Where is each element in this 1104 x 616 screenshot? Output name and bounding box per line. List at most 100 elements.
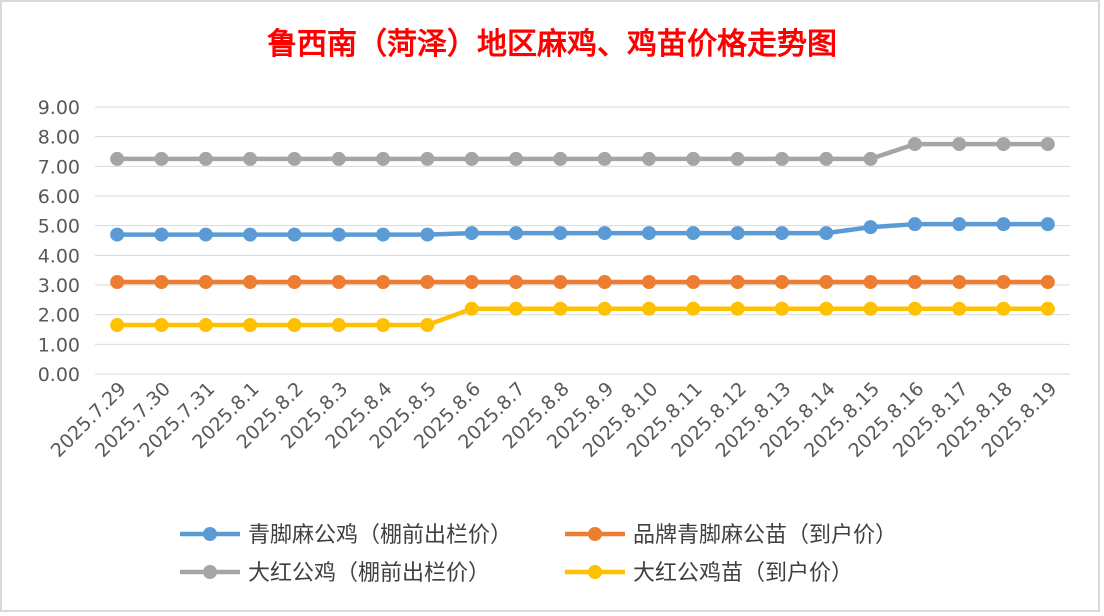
legend-label: 大红公鸡苗（到户价）	[633, 561, 853, 586]
data-point	[686, 226, 701, 241]
data-point	[819, 226, 834, 241]
legend-swatch-marker	[588, 527, 602, 541]
data-point	[730, 301, 745, 316]
data-point	[509, 226, 524, 241]
y-tick-label: 0.00	[38, 364, 80, 386]
data-point	[287, 275, 302, 290]
data-point	[1040, 217, 1055, 232]
data-point	[243, 275, 258, 290]
data-point	[198, 227, 213, 242]
data-point	[730, 151, 745, 166]
legend: 青脚麻公鸡（棚前出栏价） 品牌青脚麻公苗（到户价） 大红公鸡（棚前出栏价） 大红公鸡苗…	[180, 523, 897, 586]
data-point	[774, 275, 789, 290]
legend-label: 大红公鸡（棚前出栏价）	[248, 561, 490, 586]
data-point	[331, 227, 346, 242]
data-point	[110, 227, 125, 242]
data-point	[464, 151, 479, 166]
series-lines	[110, 137, 1055, 333]
data-point	[907, 275, 922, 290]
data-point	[198, 318, 213, 333]
data-point	[730, 275, 745, 290]
data-point	[863, 301, 878, 316]
data-point	[287, 318, 302, 333]
data-point	[907, 137, 922, 152]
data-point	[464, 301, 479, 316]
y-tick-label: 6.00	[38, 186, 80, 208]
data-point	[376, 227, 391, 242]
y-tick-label: 4.00	[38, 245, 80, 267]
legend-label: 青脚麻公鸡（棚前出栏价）	[248, 523, 512, 548]
data-point	[110, 151, 125, 166]
data-point	[553, 151, 568, 166]
data-point	[686, 301, 701, 316]
y-tick-label: 1.00	[38, 334, 80, 356]
data-point	[686, 151, 701, 166]
data-point	[110, 275, 125, 290]
y-tick-label: 9.00	[38, 97, 80, 119]
data-point	[597, 151, 612, 166]
x-axis-ticks: 2025.7.292025.7.302025.7.312025.8.12025.…	[47, 378, 1062, 462]
data-point	[907, 301, 922, 316]
data-point	[154, 151, 169, 166]
chart-title: 鲁西南（菏泽）地区麻鸡、鸡苗价格走势图	[267, 27, 837, 62]
legend-swatch-marker	[203, 527, 217, 541]
data-point	[154, 275, 169, 290]
data-point	[996, 275, 1011, 290]
data-point	[1040, 301, 1055, 316]
data-point	[331, 318, 346, 333]
data-point	[198, 151, 213, 166]
data-point	[553, 301, 568, 316]
series-line	[114, 141, 1051, 162]
data-point	[686, 275, 701, 290]
data-point	[1040, 275, 1055, 290]
legend-label: 品牌青脚麻公苗（到户价）	[633, 523, 897, 548]
data-point	[952, 137, 967, 152]
data-point	[641, 275, 656, 290]
data-point	[952, 217, 967, 232]
data-point	[331, 275, 346, 290]
data-point	[509, 275, 524, 290]
data-point	[597, 301, 612, 316]
data-point	[863, 151, 878, 166]
y-tick-label: 5.00	[38, 216, 80, 238]
data-point	[198, 275, 213, 290]
data-point	[154, 227, 169, 242]
data-point	[1040, 137, 1055, 152]
data-point	[952, 275, 967, 290]
series-line	[114, 306, 1051, 328]
data-point	[819, 275, 834, 290]
legend-item: 青脚麻公鸡（棚前出栏价）	[180, 523, 512, 548]
data-point	[331, 151, 346, 166]
legend-swatch-marker	[588, 565, 602, 579]
data-point	[996, 301, 1011, 316]
data-point	[863, 275, 878, 290]
data-point	[641, 226, 656, 241]
data-point	[863, 220, 878, 235]
data-point	[420, 151, 435, 166]
y-axis-ticks: 0.00 1.00 2.00 3.00 4.00 5.00 6.00 7.00 8.00 9.00	[38, 97, 80, 386]
data-point	[243, 151, 258, 166]
data-point	[376, 318, 391, 333]
data-point	[819, 151, 834, 166]
series-line	[114, 221, 1051, 237]
data-point	[287, 151, 302, 166]
data-point	[420, 318, 435, 333]
series	[110, 275, 1055, 290]
data-point	[996, 137, 1011, 152]
series	[110, 137, 1055, 166]
data-point	[996, 217, 1011, 232]
data-point	[641, 301, 656, 316]
data-point	[154, 318, 169, 333]
y-tick-label: 7.00	[38, 156, 80, 178]
data-point	[287, 227, 302, 242]
data-point	[819, 301, 834, 316]
data-point	[420, 227, 435, 242]
legend-item: 大红公鸡（棚前出栏价）	[180, 561, 490, 586]
data-point	[243, 318, 258, 333]
data-point	[774, 226, 789, 241]
data-point	[730, 226, 745, 241]
legend-item: 品牌青脚麻公苗（到户价）	[565, 523, 897, 548]
data-point	[553, 275, 568, 290]
